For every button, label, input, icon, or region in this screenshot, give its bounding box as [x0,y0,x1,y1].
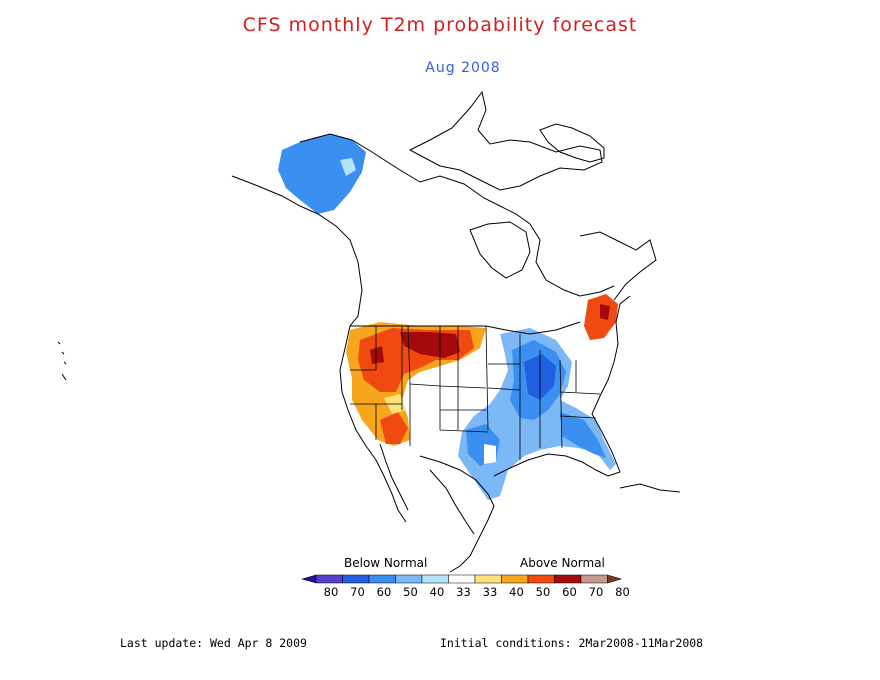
legend-tick-label: 33 [482,585,498,599]
legend-tick-label: 40 [509,585,524,599]
legend-tick-label: 80 [323,585,339,599]
west-us-coastline [339,325,407,523]
north-coastline [299,133,615,297]
baja-coastline [379,443,409,511]
above-normal-label: Above Normal [520,556,605,570]
cuba-coastline [619,483,681,493]
hawaii-islands [57,341,67,381]
alaska-light-area [340,158,356,176]
west-above-normal-darkred [400,332,460,358]
us-state-lines [350,325,601,460]
legend-tick-label: 80 [615,585,630,599]
map-subtitle: Aug 2008 [425,60,501,76]
alaska-below-normal-area [278,134,366,214]
initial-conditions-text: Initial conditions: 2Mar2008-11Mar2008 [440,636,704,650]
legend-tick-label: 40 [429,585,445,599]
gulf-coastline [419,455,495,573]
legend-tick-label: 50 [535,585,551,599]
legend-tick-label: 60 [562,585,577,599]
southeast-below-normal-mid [560,412,606,458]
boundary-lines [57,90,681,573]
alaska-coastline [231,175,363,327]
hudson-bay-coastline [469,221,531,279]
gulf-coast-east [493,453,621,477]
canada-arctic-islands [408,90,603,191]
northeast-darkred [600,304,610,320]
west-darkred-small [370,346,384,364]
last-update-text: Last update: Wed Apr 8 2009 [120,636,307,650]
atlantic-coastline [591,295,631,473]
texas-white-hole [484,444,496,464]
legend-tick-label: 60 [376,585,392,599]
legend-tick-label: 70 [588,585,604,599]
southwest-orange-area [380,412,408,444]
east-labrador-coastline [579,231,657,301]
greenland-coastline [539,123,605,163]
legend-tick-label: 50 [403,585,418,599]
probability-shading [278,134,618,500]
mexico-coastline [429,469,475,535]
legend-tick-label: 70 [350,585,365,599]
map-title: CFS monthly T2m probability forecast [242,14,638,36]
legend-tick-label: 33 [456,585,471,599]
below-normal-label: Below Normal [344,556,428,570]
